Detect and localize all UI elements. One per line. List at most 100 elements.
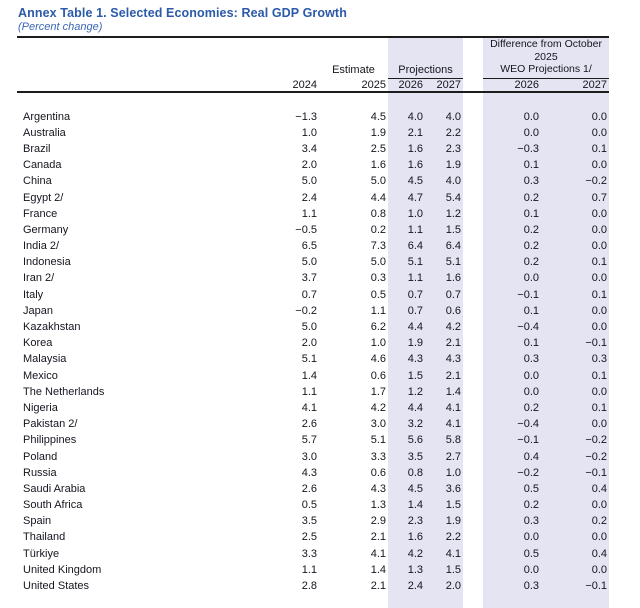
country-label: Malaysia — [23, 353, 67, 366]
value-2027-projection: 2.1 — [425, 367, 464, 384]
value-2026-difference: 0.0 — [483, 270, 542, 287]
value-2026-difference: 0.3 — [483, 173, 542, 190]
value-2027-projection: 2.2 — [425, 124, 464, 141]
value-2027-difference: 0.1 — [541, 286, 610, 303]
value-2027-difference: −0.1 — [541, 335, 610, 352]
value-2024: 6.5 — [301, 240, 317, 253]
table-row: Indonesia 5.0 5.0 5.1 5.1 0.2 0.1 — [17, 254, 610, 271]
column-gap — [463, 384, 483, 400]
value-2026-difference: 0.2 — [483, 189, 542, 206]
value-2024: 2.8 — [301, 580, 317, 592]
value-2024: 5.0 — [301, 321, 317, 333]
value-2026-difference: 0.0 — [483, 561, 542, 578]
column-gap — [463, 497, 483, 513]
value-2026-projection: 4.5 — [388, 480, 425, 497]
value-2027-projection: 1.5 — [425, 496, 464, 514]
band-filler — [17, 594, 610, 608]
value-2027-projection: 1.4 — [425, 383, 464, 400]
table-title: Annex Table 1. Selected Economies: Real … — [18, 6, 347, 20]
value-2027-projection: 4.0 — [425, 108, 464, 125]
value-2024: 2.5 — [301, 531, 317, 544]
value-2027-projection: 2.0 — [425, 577, 464, 595]
table-row: Brazil 3.4 2.5 1.6 2.3 −0.3 0.1 — [17, 140, 610, 158]
table-row: Nigeria 4.1 4.2 4.4 4.1 0.2 0.1 — [17, 399, 610, 417]
value-2027-projection: 2.7 — [425, 448, 464, 465]
column-gap — [463, 78, 484, 94]
value-2024: 0.5 — [301, 499, 317, 512]
value-2027-difference: 0.0 — [541, 383, 610, 400]
value-2027-difference: 0.3 — [541, 351, 610, 368]
country-label: Saudi Arabia — [23, 482, 86, 495]
column-gap — [463, 222, 483, 238]
value-2026-difference: 0.0 — [483, 383, 542, 400]
value-2026-projection: 3.5 — [388, 448, 425, 465]
value-2026-difference: 0.1 — [483, 302, 542, 319]
country-label: United States — [23, 580, 90, 592]
value-2027-projection: 4.2 — [425, 318, 464, 336]
table-row: Pakistan 2/2.6 3.0 3.2 4.1 −0.4 0.0 — [17, 416, 610, 433]
difference-header-line2: WEO Projections 1/ — [500, 63, 592, 76]
value-2027-projection: 2.2 — [425, 529, 464, 546]
value-2024: 2.6 — [301, 418, 317, 431]
table-row: China 5.0 5.0 4.5 4.0 0.3 −0.2 — [17, 173, 610, 190]
country-label: Spain — [23, 515, 52, 528]
value-2026-projection: 1.9 — [388, 335, 425, 352]
column-gap — [463, 562, 483, 578]
value-2026-difference: 0.5 — [483, 545, 542, 562]
value-2024: 3.4 — [301, 142, 317, 155]
value-2027-difference: 0.0 — [541, 561, 610, 578]
country-label: United Kingdom — [23, 563, 102, 576]
value-2027-projection: 1.5 — [425, 561, 464, 578]
value-2025-estimate: 0.3 — [370, 272, 386, 285]
value-2026-difference: 0.2 — [483, 237, 542, 255]
table-row: Egypt 2/2.4 4.4 4.7 5.4 0.2 0.7 — [17, 189, 610, 206]
country-label: Indonesia — [23, 256, 71, 269]
value-2024: 1.0 — [301, 126, 317, 139]
value-2026-projection: 0.7 — [388, 286, 425, 303]
table-row: Saudi Arabia 2.6 4.3 4.5 3.6 0.5 0.4 — [17, 480, 610, 497]
value-2027-difference: −0.2 — [541, 432, 610, 449]
value-2027-difference: 0.0 — [541, 205, 610, 222]
value-2026-projection: 0.8 — [388, 464, 425, 481]
value-2027-difference: 0.7 — [541, 189, 610, 206]
value-2026-difference: 0.0 — [483, 108, 542, 125]
value-2027-difference: 0.0 — [541, 108, 610, 125]
value-2027-projection: 4.1 — [425, 416, 464, 433]
value-2025-estimate: 4.4 — [370, 191, 386, 204]
country-label: Australia — [23, 126, 66, 139]
country-year-blank — [17, 78, 269, 94]
value-2024: −1.3 — [295, 110, 317, 123]
table-row: Canada 2.0 1.6 1.6 1.9 0.1 0.0 — [17, 157, 610, 174]
value-2024: 3.5 — [301, 515, 317, 528]
band-filler-row — [17, 594, 610, 608]
value-2027-projection: 0.6 — [425, 302, 464, 319]
value-2026-difference: 0.3 — [483, 513, 542, 530]
value-2026-projection: 4.4 — [388, 318, 425, 336]
value-2025-estimate: 0.8 — [370, 207, 386, 220]
value-2027-projection: 4.1 — [425, 399, 464, 417]
value-2026-difference: 0.0 — [483, 529, 542, 546]
column-gap — [463, 432, 483, 448]
value-2026-difference: 0.2 — [483, 254, 542, 271]
column-gap — [463, 141, 483, 157]
filler-cell — [425, 594, 464, 608]
column-gap — [463, 465, 483, 481]
column-gap — [463, 254, 483, 270]
value-2026-difference: 0.3 — [483, 577, 542, 595]
value-2026-projection: 5.1 — [388, 254, 425, 271]
difference-group-header: Difference from October 2025 WEO Project… — [483, 37, 610, 79]
table-row: Kazakhstan 5.0 6.2 4.4 4.2 −0.4 0.0 — [17, 318, 610, 336]
value-2025-estimate: 4.5 — [370, 110, 386, 123]
table-row: Argentina −1.3 4.5 4.0 4.0 0.0 0.0 — [17, 108, 610, 125]
value-2027-projection: 5.8 — [425, 432, 464, 449]
value-2026-projection: 4.3 — [388, 351, 425, 368]
value-2025-estimate: 5.1 — [370, 434, 386, 447]
value-2026-projection: 4.7 — [388, 189, 425, 206]
column-gap — [463, 189, 483, 205]
column-gap — [463, 238, 483, 254]
table-row: Türkiye 3.3 4.1 4.2 4.1 0.5 0.4 — [17, 545, 610, 562]
col-2024-blank — [269, 37, 319, 78]
table-row: France 1.1 0.8 1.0 1.2 0.1 0.0 — [17, 205, 610, 222]
value-2026-difference: 0.2 — [483, 399, 542, 417]
value-2026-projection: 2.1 — [388, 124, 425, 141]
